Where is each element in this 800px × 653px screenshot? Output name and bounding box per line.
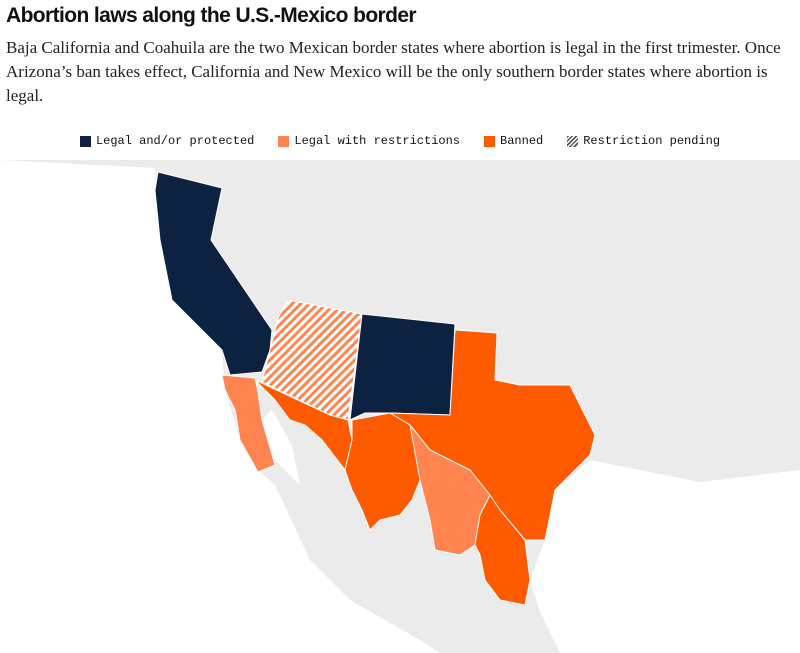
legend-swatch (567, 135, 579, 147)
subtitle: Baja California and Coahuila are the two… (6, 38, 781, 105)
new-mexico (349, 313, 456, 421)
baja-california (221, 374, 276, 473)
legend: Legal and/or protected Legal with restric… (0, 134, 800, 148)
sonora (254, 379, 353, 471)
legend-label: Banned (500, 134, 544, 148)
map (0, 160, 800, 653)
legend-label: Legal and/or protected (95, 134, 255, 148)
pacific-ocean (0, 160, 440, 653)
legend-item: Restriction pending (567, 134, 720, 148)
legend-swatch (79, 135, 91, 147)
gulf-of-california (262, 410, 300, 485)
legend-item: Legal with restrictions (278, 134, 460, 148)
legend-item: Banned (484, 134, 543, 148)
legend-label: Legal with restrictions (294, 134, 461, 148)
legend-item: Legal and/or protected (79, 134, 255, 148)
legend-swatch (278, 135, 290, 147)
legend-label: Restriction pending (583, 134, 721, 148)
nuevo-leon-tamaulipas (474, 494, 531, 606)
legend-swatch (484, 135, 496, 147)
gulf-of-mexico (530, 460, 800, 653)
title: Abortion laws along the U.S.-Mexico bord… (6, 4, 417, 27)
california (154, 171, 273, 376)
